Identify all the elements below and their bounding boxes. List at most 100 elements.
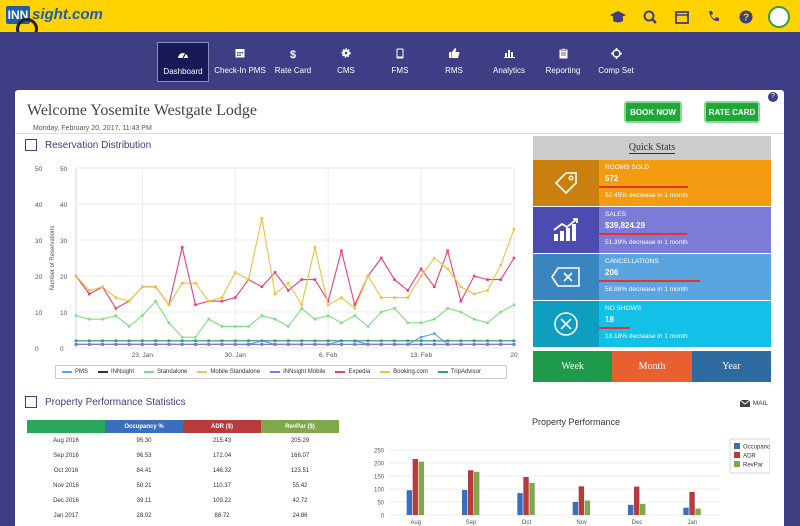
- data-point: [353, 343, 357, 346]
- legend-item[interactable]: Mobile Standalone: [197, 369, 260, 375]
- bar-adr: [578, 486, 585, 515]
- data-point: [260, 285, 264, 289]
- data-point: [154, 285, 157, 289]
- data-point: [101, 339, 104, 343]
- data-point: [260, 339, 264, 343]
- data-point: [419, 343, 423, 346]
- book-now-button[interactable]: BOOK NOW: [624, 101, 682, 123]
- data-point: [114, 343, 118, 346]
- page-title: Welcome Yosemite Westgate Lodge: [27, 102, 257, 119]
- nav-label: RMS: [445, 66, 463, 75]
- data-point: [114, 307, 118, 310]
- y-tick-label-left: 20: [35, 274, 43, 281]
- data-point: [419, 267, 423, 271]
- cancel-tag-icon: [533, 254, 599, 300]
- data-point: [379, 256, 383, 260]
- data-point: [393, 307, 396, 310]
- tab-month[interactable]: Month: [612, 351, 692, 382]
- stat-cancellations[interactable]: CANCELLATIONS 206 58.88% decrease in 1 mon…: [533, 254, 771, 300]
- legend-item[interactable]: INNsight Mobile: [270, 369, 325, 375]
- legend-item[interactable]: PMS: [62, 369, 88, 375]
- rate-card-button[interactable]: RATE CARD: [704, 101, 760, 123]
- legend-item[interactable]: Expedia: [335, 369, 370, 375]
- dashboard-icon: [158, 43, 208, 61]
- tablet-icon: [374, 42, 426, 60]
- top-icons: ?: [608, 6, 790, 28]
- stat-change: 58.88% decrease in 1 month: [605, 286, 688, 293]
- stat-rooms-sold[interactable]: ROOMS SOLD 572 52.45% decrease in 1 month: [533, 160, 771, 206]
- column-header[interactable]: Occupancy %: [105, 420, 183, 433]
- help-icon[interactable]: ?: [736, 7, 756, 27]
- data-point: [366, 274, 370, 278]
- stat-no-shows[interactable]: NO SHOWS 18 18.18% decrease in 1 month: [533, 301, 771, 347]
- data-point: [379, 339, 383, 343]
- calendar-icon[interactable]: [672, 7, 692, 27]
- nav-item-rms[interactable]: RMS: [428, 42, 480, 82]
- legend-item[interactable]: Booking.com: [380, 369, 428, 375]
- series-line-pms: [76, 332, 514, 345]
- table-row: Oct 2016 84.41 146.32 123.51: [27, 463, 339, 478]
- data-point: [220, 299, 224, 303]
- bar-chart-icon: [483, 42, 535, 60]
- legend-item[interactable]: Standalone: [144, 369, 187, 375]
- legend-swatch: [734, 443, 740, 449]
- nav-item-cms[interactable]: CMS: [320, 42, 372, 82]
- help-button[interactable]: ?: [768, 92, 778, 102]
- data-point: [486, 278, 489, 281]
- column-header[interactable]: [27, 420, 105, 433]
- legend-label: ADR: [743, 454, 756, 460]
- x-tick-label: Oct: [522, 520, 532, 526]
- logo-word: sight.com: [32, 6, 103, 23]
- tab-year[interactable]: Year: [691, 351, 771, 382]
- nav-item-fms[interactable]: FMS: [374, 42, 426, 82]
- expand-icon[interactable]: [25, 396, 37, 408]
- phone-icon[interactable]: [704, 7, 724, 27]
- data-point: [233, 271, 237, 274]
- bar-revpar: [584, 500, 591, 515]
- nav-item-comp-set[interactable]: Comp Set: [590, 42, 642, 82]
- user-avatar[interactable]: [768, 6, 790, 28]
- innsight-logo[interactable]: INN sight.com: [6, 4, 116, 49]
- data-point: [512, 343, 516, 346]
- nav-label: Comp Set: [598, 66, 634, 75]
- plot-border: [75, 167, 515, 349]
- data-point: [154, 339, 157, 343]
- data-point: [207, 299, 211, 303]
- data-point: [194, 339, 197, 343]
- nav-item-reporting[interactable]: Reporting: [537, 42, 589, 82]
- stat-sales[interactable]: SALES $39,824.29 51.39% decrease in 1 mont…: [533, 207, 771, 253]
- data-point: [260, 217, 264, 220]
- legend-item[interactable]: INNsight: [98, 369, 134, 375]
- gear-icon: [320, 42, 372, 60]
- nav-item-analytics[interactable]: Analytics: [483, 42, 535, 82]
- column-header[interactable]: ADR ($): [183, 420, 261, 433]
- performance-table: Occupancy % ADR ($) RevPar ($) Aug 2016 95.3…: [27, 420, 339, 523]
- search-icon[interactable]: [640, 7, 660, 27]
- data-point: [114, 339, 118, 343]
- data-point: [220, 339, 224, 343]
- expand-icon[interactable]: [25, 139, 37, 151]
- data-point: [499, 339, 503, 343]
- graduation-cap-icon[interactable]: [608, 7, 628, 27]
- tab-week[interactable]: Week: [533, 351, 613, 382]
- table-cell: Sep 2016: [53, 452, 79, 459]
- legend-label: Expedia: [348, 369, 371, 375]
- x-tick-label: Aug: [410, 520, 421, 526]
- table-row: Nov 2016 50.21 110.37 55.42: [27, 478, 339, 493]
- column-header[interactable]: RevPar ($): [261, 420, 339, 433]
- nav-label: FMS: [391, 66, 409, 75]
- tag-icon: [533, 160, 599, 206]
- nav-item-check-in-pms[interactable]: Check-In PMS: [214, 42, 266, 82]
- data-point: [300, 339, 303, 343]
- nav-item-rate-card[interactable]: $ Rate Card: [267, 42, 319, 82]
- y-tick-label: 250: [374, 449, 385, 455]
- legend-item[interactable]: TripAdvisor: [437, 369, 481, 375]
- data-point: [287, 343, 290, 346]
- data-point: [393, 339, 396, 343]
- data-point: [141, 343, 144, 346]
- data-point: [74, 274, 78, 278]
- data-point: [247, 339, 250, 343]
- data-point: [433, 256, 436, 260]
- nav-item-dashboard[interactable]: Dashboard: [157, 42, 209, 82]
- mail-button[interactable]: MAIL: [739, 400, 768, 407]
